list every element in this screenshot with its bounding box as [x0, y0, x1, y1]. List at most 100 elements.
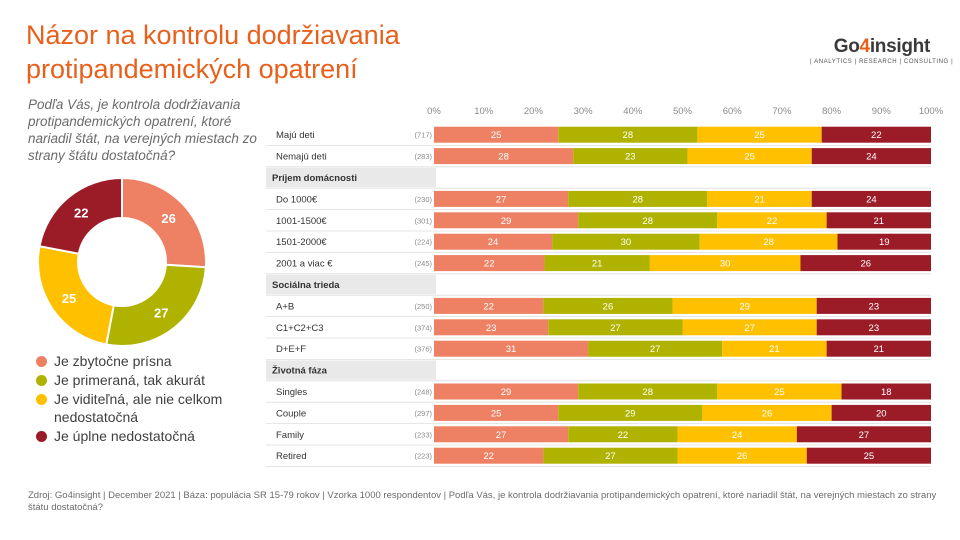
bar-value-label: 29 — [501, 387, 512, 398]
bar-value-label: 27 — [744, 323, 755, 334]
row-base-n: (233) — [414, 430, 432, 439]
company-logo: Go4insight | ANALYTICS | RESEARCH | CONS… — [810, 36, 953, 65]
bar-segment — [826, 340, 931, 357]
bar-value-label: 22 — [483, 451, 494, 462]
bar-value-label: 27 — [605, 451, 616, 462]
row-label: 1501-2000€ — [276, 237, 327, 248]
legend-item: Je primeraná, tak akurát — [36, 371, 256, 389]
row-base-n: (301) — [414, 216, 432, 225]
x-tick-label: 90% — [872, 106, 892, 117]
bar-segment — [434, 233, 553, 250]
row-base-n: (250) — [414, 302, 432, 311]
row-base-n: (717) — [414, 131, 432, 140]
bar-segment — [717, 212, 827, 229]
row-base-n: (248) — [414, 388, 432, 397]
bar-value-label: 19 — [879, 237, 890, 248]
bar-segment — [697, 126, 822, 143]
bar-value-label: 22 — [767, 216, 778, 227]
bar-value-label: 28 — [642, 387, 653, 398]
legend-item: Je zbytočne prísna — [36, 352, 256, 370]
bar-segment — [434, 340, 589, 357]
bar-value-label: 20 — [876, 408, 887, 419]
legend-swatch — [36, 356, 47, 367]
bar-value-label: 21 — [874, 216, 885, 227]
bar-segment — [837, 233, 931, 250]
x-tick-label: 30% — [574, 106, 594, 117]
bar-segment — [552, 233, 700, 250]
bar-segment — [831, 404, 931, 421]
legend-swatch — [36, 375, 47, 386]
bar-value-label: 24 — [866, 194, 877, 205]
survey-question: Podľa Vás, je kontrola dodržiavania prot… — [28, 97, 257, 163]
bar-segment — [558, 126, 698, 143]
bar-value-label: 22 — [483, 301, 494, 312]
logo-wordmark: Go4insight — [833, 36, 931, 57]
bar-value-label: 21 — [592, 259, 603, 270]
group-header-label: Príjem domácnosti — [272, 173, 357, 184]
bar-segment — [434, 319, 549, 336]
bar-segment — [578, 383, 718, 400]
row-label: Retired — [276, 451, 307, 462]
bar-segment — [578, 212, 718, 229]
row-label: Majú deti — [276, 130, 315, 141]
bar-value-label: 25 — [491, 408, 502, 419]
legend-label: Je zbytočne prísna — [54, 353, 172, 369]
bar-value-label: 21 — [769, 344, 780, 355]
row-base-n: (374) — [414, 323, 432, 332]
bar-value-label: 21 — [874, 344, 885, 355]
bar-segment — [558, 404, 703, 421]
bar-value-label: 30 — [720, 259, 731, 270]
bar-value-label: 28 — [632, 194, 643, 205]
bar-segment — [699, 233, 838, 250]
x-tick-label: 0% — [427, 106, 441, 117]
bar-segment — [434, 297, 544, 314]
row-label: 2001 a viac € — [276, 259, 333, 270]
bar-value-label: 29 — [625, 408, 636, 419]
bar-segment — [806, 447, 931, 464]
bar-segment — [434, 212, 579, 229]
bar-value-label: 26 — [860, 259, 871, 270]
bar-value-label: 25 — [754, 130, 765, 141]
row-label: Nemajú deti — [276, 152, 327, 163]
row-base-n: (376) — [414, 345, 432, 354]
bar-value-label: 29 — [501, 216, 512, 227]
bar-segment — [672, 297, 817, 314]
legend-label: Je viditeľná, ale nie celkom nedostatočn… — [54, 391, 223, 425]
bar-value-label: 26 — [762, 408, 773, 419]
row-label: Singles — [276, 387, 307, 398]
bar-segment — [677, 426, 797, 443]
x-tick-label: 70% — [772, 106, 792, 117]
group-header-label: Sociálna trieda — [272, 280, 340, 291]
bar-value-label: 23 — [625, 152, 636, 163]
legend-label: Je úplne nedostatočná — [54, 428, 195, 444]
x-tick-label: 10% — [474, 106, 494, 117]
bar-value-label: 25 — [864, 451, 875, 462]
donut-slice-label: 26 — [161, 211, 175, 226]
bar-value-label: 28 — [623, 130, 634, 141]
bar-segment — [707, 190, 812, 207]
group-header-bg — [266, 167, 436, 188]
bar-value-label: 28 — [498, 152, 509, 163]
bar-segment — [548, 319, 683, 336]
bar-value-label: 23 — [486, 323, 497, 334]
x-tick-label: 100% — [919, 106, 944, 117]
page-title: Názor na kontrolu dodržiavania protipand… — [26, 20, 400, 84]
bar-value-label: 30 — [621, 237, 632, 248]
bar-segment — [543, 447, 678, 464]
bar-value-label: 28 — [763, 237, 774, 248]
row-base-n: (230) — [414, 195, 432, 204]
group-header-bg — [266, 274, 436, 295]
legend-item: Je viditeľná, ale nie celkom nedostatočn… — [36, 390, 256, 426]
bar-value-label: 31 — [506, 344, 517, 355]
bar-segment — [543, 297, 673, 314]
group-header-bg — [266, 360, 436, 380]
bar-value-label: 27 — [610, 323, 621, 334]
row-label: Do 1000€ — [276, 194, 318, 205]
donut-slice-label: 25 — [62, 291, 76, 306]
bar-value-label: 27 — [496, 430, 507, 441]
bar-segment — [722, 340, 827, 357]
x-tick-label: 40% — [623, 106, 643, 117]
bar-segment — [434, 426, 569, 443]
bar-segment — [649, 255, 801, 272]
